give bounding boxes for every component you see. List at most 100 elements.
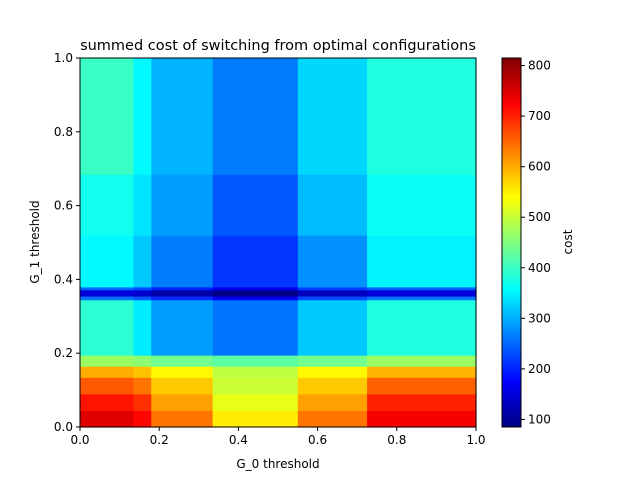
colorbar-segment xyxy=(502,174,521,179)
heatmap-cell xyxy=(367,58,477,175)
colorbar-segment xyxy=(502,402,521,406)
heatmap-cell xyxy=(367,289,477,297)
colorbar-segment xyxy=(502,208,521,213)
colorbar-segment xyxy=(502,368,521,373)
colorbar-axis: 100 200 300 400 500 600 700 800 xyxy=(521,59,551,426)
colorbar-segment xyxy=(502,282,521,287)
x-axis-label: G_0 threshold xyxy=(236,457,319,471)
x-tick-label: 0.4 xyxy=(229,433,248,447)
heatmap-cell xyxy=(212,296,299,301)
heatmap-cell xyxy=(297,299,368,356)
heatmap-cell xyxy=(133,355,152,367)
colorbar-segment xyxy=(502,82,521,87)
colorbar-segment xyxy=(502,304,521,308)
colorbar-tick-label: 100 xyxy=(528,412,551,426)
colorbar-segment xyxy=(502,205,521,210)
colorbar-segment xyxy=(502,405,521,410)
colorbar-segment xyxy=(502,242,521,247)
colorbar-segment xyxy=(502,211,521,216)
colorbar-segment xyxy=(502,393,521,397)
heatmap-cell xyxy=(367,377,477,395)
colorbar-segment xyxy=(502,260,521,265)
colorbar-segment xyxy=(502,310,521,314)
colorbar-segment xyxy=(502,122,521,127)
colorbar-segment xyxy=(502,377,521,382)
heatmap-cell xyxy=(80,393,135,411)
colorbar-segment xyxy=(502,128,521,133)
colorbar-segment xyxy=(502,300,521,305)
colorbar-segment xyxy=(502,70,521,74)
heatmap-cell xyxy=(151,289,214,297)
heatmap-cell xyxy=(212,58,299,175)
heatmap-cell xyxy=(133,174,152,236)
heatmap-cell xyxy=(151,296,214,301)
colorbar-segment xyxy=(502,156,521,160)
colorbar-frame xyxy=(501,57,522,428)
heatmap-cell xyxy=(297,410,368,428)
colorbar-segment xyxy=(502,390,521,394)
colorbar-segment xyxy=(502,58,521,62)
colorbar-segment xyxy=(502,181,521,185)
y-tick-label: 0.6 xyxy=(54,199,73,213)
x-tick-label: 0.6 xyxy=(308,433,327,447)
heatmap-cell xyxy=(297,286,368,291)
colorbar-segment xyxy=(502,76,521,81)
chart-title: summed cost of switching from optimal co… xyxy=(80,38,476,54)
heatmap-cell xyxy=(80,235,135,288)
colorbar-segment xyxy=(502,144,521,148)
colorbar-segment xyxy=(502,245,521,250)
colorbar-tick-label: 200 xyxy=(528,362,551,376)
colorbar-segment xyxy=(502,328,521,333)
colorbar-segment xyxy=(502,343,521,348)
x-tick-label: 0.2 xyxy=(150,433,169,447)
heatmap-cell xyxy=(80,58,135,175)
y-tick-label: 1.0 xyxy=(54,51,73,65)
colorbar-segment xyxy=(502,319,521,323)
colorbar-segment xyxy=(502,294,521,299)
colorbar-segment xyxy=(502,337,521,342)
colorbar-segment xyxy=(502,67,521,71)
colorbar-segment xyxy=(502,125,521,130)
colorbar-segment xyxy=(502,233,521,237)
heatmap-cell xyxy=(151,366,214,378)
colorbar-segment xyxy=(502,168,521,173)
heatmap-cell xyxy=(297,366,368,378)
heatmap-cell xyxy=(151,355,214,367)
colorbar-segment xyxy=(502,101,521,105)
heatmap-cell xyxy=(367,355,477,367)
heatmap-cell xyxy=(297,377,368,395)
colorbar-segment xyxy=(502,383,521,388)
colorbar-segment xyxy=(502,236,521,240)
colorbar-segment xyxy=(502,97,521,102)
colorbar-segment xyxy=(502,264,521,268)
heatmap-cell xyxy=(133,286,152,291)
colorbar-segment xyxy=(502,347,521,351)
colorbar-segment xyxy=(502,350,521,354)
x-tick-label: 0.8 xyxy=(387,433,406,447)
colorbar-segment xyxy=(502,270,521,274)
colorbar-segment xyxy=(502,257,521,262)
colorbar-segment xyxy=(502,230,521,234)
colorbar-segment xyxy=(502,116,521,120)
heatmap-cell xyxy=(212,377,299,395)
heatmap-cell xyxy=(151,235,214,288)
colorbar-tick-label: 700 xyxy=(528,109,551,123)
colorbar-tick-label: 300 xyxy=(528,311,551,325)
heatmap-cell xyxy=(133,289,152,297)
heatmap-cell xyxy=(133,410,152,428)
heatmap-cell xyxy=(151,286,214,291)
colorbar-segment xyxy=(502,340,521,345)
heatmap-cell xyxy=(367,299,477,356)
colorbar-segment xyxy=(502,85,521,90)
colorbar-segment xyxy=(502,159,521,164)
colorbar-segment xyxy=(502,177,521,182)
colorbar-segment xyxy=(502,196,521,200)
colorbar-segment xyxy=(502,73,521,77)
colorbar-segment xyxy=(502,325,521,330)
heatmap-cell xyxy=(133,58,152,175)
colorbar-segment xyxy=(502,322,521,327)
heatmap-cell xyxy=(151,410,214,428)
colorbar-segment xyxy=(502,141,521,145)
plot-frame xyxy=(79,57,477,428)
x-tick-label: 0.0 xyxy=(70,433,89,447)
